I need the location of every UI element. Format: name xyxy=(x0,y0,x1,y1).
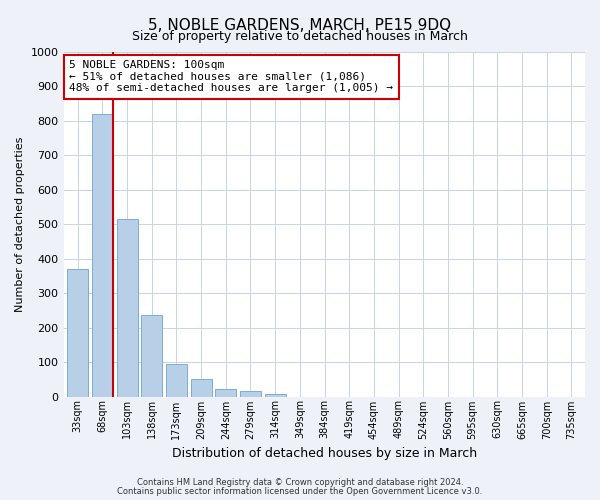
Bar xyxy=(191,378,212,396)
Bar xyxy=(265,394,286,396)
Bar xyxy=(116,219,137,396)
Bar xyxy=(215,389,236,396)
X-axis label: Distribution of detached houses by size in March: Distribution of detached houses by size … xyxy=(172,447,477,460)
Bar xyxy=(92,114,113,397)
Bar xyxy=(240,392,261,396)
Text: Contains public sector information licensed under the Open Government Licence v3: Contains public sector information licen… xyxy=(118,486,482,496)
Text: 5, NOBLE GARDENS, MARCH, PE15 9DQ: 5, NOBLE GARDENS, MARCH, PE15 9DQ xyxy=(148,18,452,32)
Y-axis label: Number of detached properties: Number of detached properties xyxy=(15,136,25,312)
Text: 5 NOBLE GARDENS: 100sqm
← 51% of detached houses are smaller (1,086)
48% of semi: 5 NOBLE GARDENS: 100sqm ← 51% of detache… xyxy=(70,60,394,94)
Bar xyxy=(67,269,88,396)
Bar xyxy=(166,364,187,396)
Text: Contains HM Land Registry data © Crown copyright and database right 2024.: Contains HM Land Registry data © Crown c… xyxy=(137,478,463,487)
Bar xyxy=(141,316,162,396)
Text: Size of property relative to detached houses in March: Size of property relative to detached ho… xyxy=(132,30,468,43)
